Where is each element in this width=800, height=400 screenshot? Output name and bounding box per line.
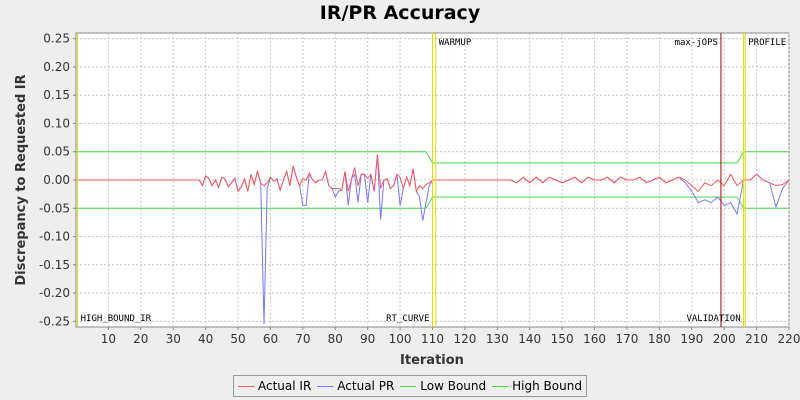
marker-lines: HIGH_BOUND_IR RT_CURVE WARMUP max-jOPS VALID… — [77, 33, 786, 327]
x-tick-label: 30 — [166, 332, 181, 346]
x-axis-ticks: 10 20 30 40 50 60 70 80 90 100 110 120 130 140 150 160 1… — [101, 327, 800, 346]
legend-label: High Bound — [512, 379, 582, 393]
y-tick-label: 0.05 — [43, 145, 70, 159]
x-tick-label: 210 — [745, 332, 768, 346]
y-tick-label: 0.10 — [43, 116, 70, 130]
y-axis-ticks: 0.25 0.20 0.15 0.10 0.05 0.00 -0.05 -0.10 -0.15 -… — [39, 32, 76, 328]
x-tick-label: 50 — [230, 332, 245, 346]
x-tick-label: 190 — [680, 332, 703, 346]
marker-label-high-bound-ir: HIGH_BOUND_IR — [81, 314, 152, 324]
y-axis-label: Discrepancy to Requested IR — [14, 74, 29, 285]
x-tick-label: 110 — [421, 332, 444, 346]
legend-label: Actual IR — [258, 379, 312, 393]
chart-title: IR/PR Accuracy — [319, 2, 481, 24]
x-tick-label: 160 — [583, 332, 606, 346]
x-tick-label: 60 — [263, 332, 278, 346]
y-tick-label: 0.20 — [43, 60, 70, 74]
legend-item-actual-ir: Actual IR — [238, 379, 311, 393]
legend-item-low-bound: Low Bound — [400, 379, 486, 393]
x-tick-label: 220 — [778, 332, 800, 346]
x-tick-label: 100 — [389, 332, 412, 346]
legend-item-high-bound: High Bound — [492, 379, 582, 393]
x-axis-label: Iteration — [400, 353, 464, 368]
x-tick-label: 20 — [133, 332, 148, 346]
marker-label-max-jops: max-jOPS — [675, 38, 718, 48]
x-tick-label: 170 — [616, 332, 639, 346]
x-tick-label: 70 — [295, 332, 310, 346]
x-tick-label: 130 — [486, 332, 509, 346]
x-tick-label: 90 — [360, 332, 375, 346]
x-tick-label: 150 — [551, 332, 574, 346]
legend-item-actual-pr: Actual PR — [317, 379, 394, 393]
x-tick-label: 180 — [648, 332, 671, 346]
x-tick-label: 80 — [328, 332, 343, 346]
x-tick-label: 120 — [453, 332, 476, 346]
legend: Actual IR Actual PR Low Bound High Bound — [233, 375, 587, 397]
x-tick-label: 200 — [713, 332, 736, 346]
x-tick-label: 40 — [198, 332, 213, 346]
series-lines — [76, 154, 790, 325]
marker-label-rt-curve: RT_CURVE — [386, 314, 429, 324]
legend-swatch — [238, 385, 254, 387]
marker-label-warmup: WARMUP — [439, 38, 472, 48]
legend-swatch — [400, 385, 417, 387]
legend-swatch — [492, 385, 509, 387]
y-tick-label: -0.25 — [39, 314, 70, 328]
y-tick-label: -0.20 — [39, 286, 70, 300]
marker-label-profile: PROFILE — [748, 38, 786, 48]
marker-label-validation: VALIDATION — [686, 314, 740, 324]
legend-swatch — [317, 385, 334, 387]
x-tick-label: 140 — [518, 332, 541, 346]
y-tick-label: 0.00 — [43, 173, 70, 187]
series-line-actual-ir — [76, 154, 790, 193]
y-tick-label: -0.05 — [39, 201, 70, 215]
legend-label: Actual PR — [337, 379, 395, 393]
y-tick-label: 0.15 — [43, 88, 70, 102]
y-tick-label: -0.15 — [39, 258, 70, 272]
chart-canvas: HIGH_BOUND_IR RT_CURVE WARMUP max-jOPS VALID… — [14, 32, 800, 368]
y-tick-label: 0.25 — [43, 32, 70, 46]
x-tick-label: 10 — [101, 332, 116, 346]
legend-label: Low Bound — [420, 379, 487, 393]
y-tick-label: -0.10 — [39, 230, 70, 244]
